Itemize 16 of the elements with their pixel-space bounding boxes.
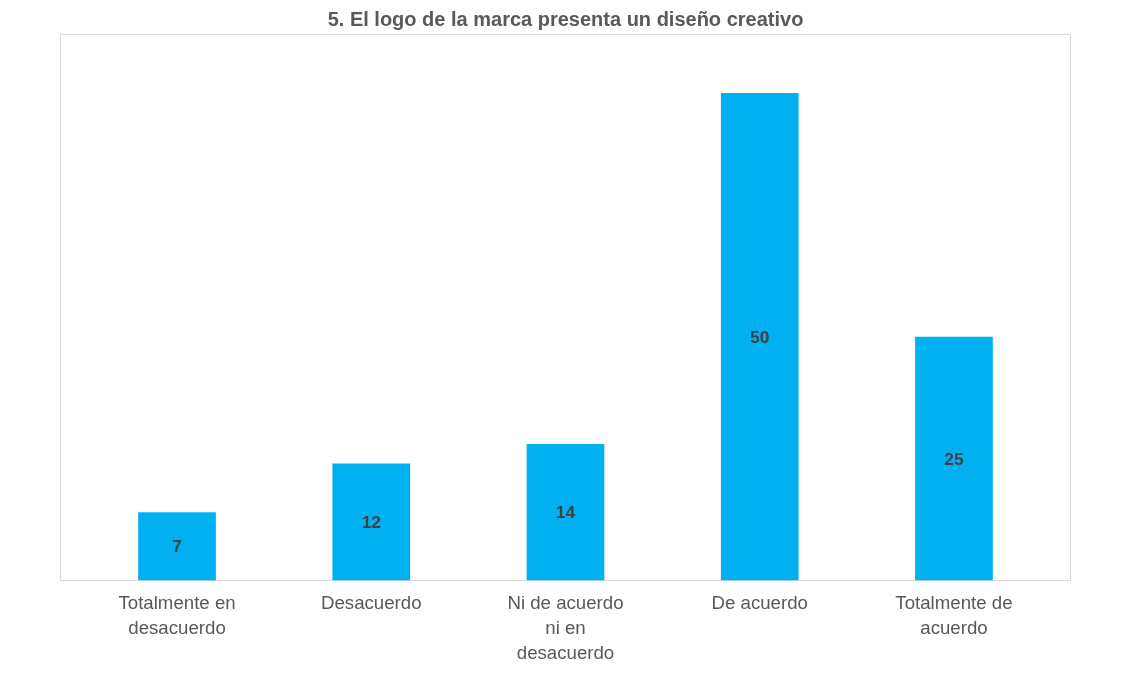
data-label: 50 <box>750 326 770 347</box>
bar <box>332 463 411 581</box>
bar <box>720 93 799 581</box>
x-tick-label: Totalmente en desacuerdo <box>118 591 236 638</box>
x-tick-label: De acuerdo <box>711 591 808 613</box>
x-tick-label: Totalmente de acuerdo <box>895 591 1013 638</box>
bar <box>138 512 216 581</box>
bar <box>915 336 993 581</box>
x-tick-label: Desacuerdo <box>320 591 422 613</box>
bar <box>526 444 605 581</box>
data-label: 14 <box>555 502 576 523</box>
data-label: 12 <box>361 512 381 532</box>
data-label: 25 <box>944 448 964 469</box>
data-label: 7 <box>172 536 182 557</box>
x-tick-label: Ni de acuerdo ni en desacuerdo <box>507 591 624 663</box>
chart-title: 5. El logo de la marca presenta un diseño creativo <box>327 7 804 30</box>
